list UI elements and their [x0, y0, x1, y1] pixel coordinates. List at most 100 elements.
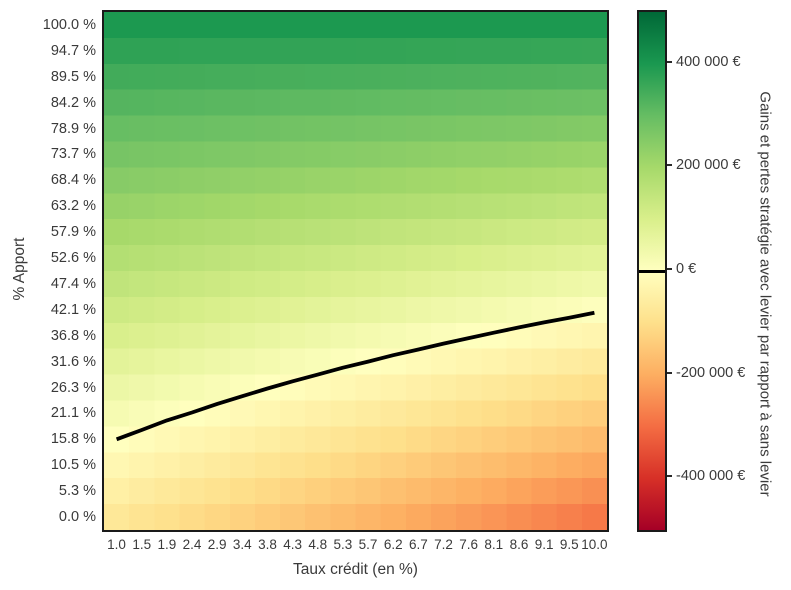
heatmap-cell — [405, 426, 432, 453]
heatmap-cell — [481, 115, 507, 142]
heatmap-cell — [556, 478, 583, 505]
heatmap-cell — [330, 426, 356, 453]
heatmap-cell — [330, 271, 356, 298]
heatmap-cell — [179, 322, 206, 350]
heatmap-cell — [129, 400, 155, 427]
heatmap-cell — [330, 115, 356, 142]
heatmap-cell — [229, 167, 256, 194]
heatmap-cell — [254, 63, 281, 91]
heatmap-cell — [204, 348, 231, 376]
heatmap-cell — [556, 89, 583, 117]
heatmap-cell — [481, 504, 507, 530]
heatmap-cell — [305, 193, 331, 220]
heatmap-cell — [179, 115, 206, 142]
heatmap-cell — [129, 271, 155, 298]
heatmap-cell — [380, 115, 407, 142]
heatmap-cell — [531, 193, 558, 220]
heatmap-cell — [355, 37, 382, 65]
heatmap-cell — [405, 115, 432, 142]
heatmap-cell — [405, 219, 432, 246]
heatmap-cell — [456, 115, 482, 142]
heatmap-cell — [481, 63, 507, 91]
heatmap-cell — [179, 504, 206, 530]
y-tick-label: 94.7 % — [50, 42, 96, 59]
heatmap-cell — [129, 63, 155, 91]
y-tick-label: 68.4 % — [50, 172, 96, 189]
heatmap-cell — [280, 452, 306, 479]
heatmap-cell — [154, 12, 180, 39]
heatmap-cell — [380, 296, 407, 324]
x-tick-label: 5.7 — [358, 537, 378, 552]
colorbar-title: Gains et pertes stratégie avec levier pa… — [756, 91, 774, 497]
heatmap-cell — [280, 115, 306, 142]
heatmap-cell — [104, 219, 130, 246]
heatmap-cell — [280, 63, 306, 91]
heatmap-cell — [531, 426, 558, 453]
heatmap-cell — [405, 271, 432, 298]
colorbar-tick-label: -400 000 € — [676, 468, 746, 485]
heatmap-cell — [229, 348, 256, 376]
y-tick-label: 89.5 % — [50, 68, 96, 85]
heatmap-cell — [129, 219, 155, 246]
heatmap-cell — [506, 426, 533, 453]
x-tick-label: 8.6 — [509, 537, 529, 552]
x-tick-label: 1.9 — [157, 537, 177, 552]
heatmap-cell — [456, 219, 482, 246]
heatmap-cell — [104, 400, 130, 427]
heatmap-cell — [355, 426, 382, 453]
heatmap-cell — [229, 296, 256, 324]
heatmap-cell — [305, 374, 331, 401]
heatmap-cell — [355, 193, 382, 220]
heatmap-cell — [556, 12, 583, 39]
heatmap-cell — [254, 167, 281, 194]
heatmap-cell — [481, 348, 507, 376]
heatmap-cell — [355, 296, 382, 324]
x-tick-label: 10.0 — [581, 537, 608, 552]
heatmap-cell — [380, 271, 407, 298]
heatmap-cell — [229, 400, 256, 427]
heatmap-cell — [129, 167, 155, 194]
y-tick-label: 57.9 % — [50, 224, 96, 241]
heatmap-cell — [104, 322, 130, 350]
heatmap-cell — [481, 37, 507, 65]
heatmap-cell — [305, 271, 331, 298]
heatmap-cell — [456, 193, 482, 220]
heatmap-cell — [355, 12, 382, 39]
heatmap-cell — [430, 63, 457, 91]
heatmap-cell — [581, 193, 607, 220]
y-tick-label: 63.2 % — [50, 198, 96, 215]
heatmap-cell — [204, 452, 231, 479]
heatmap-cell — [154, 141, 180, 168]
heatmap-cell — [229, 271, 256, 298]
heatmap-cell — [581, 167, 607, 194]
heatmap-cell — [179, 219, 206, 246]
heatmap-cell — [581, 219, 607, 246]
heatmap-cell — [204, 296, 231, 324]
heatmap-cell — [254, 478, 281, 505]
heatmap-cell — [556, 271, 583, 298]
heatmap-cell — [380, 141, 407, 168]
heatmap-cell — [430, 245, 457, 272]
heatmap-cell — [154, 322, 180, 350]
y-tick-label: 0.0 % — [58, 509, 96, 526]
heatmap-cell — [556, 245, 583, 272]
heatmap-cell — [280, 271, 306, 298]
colorbar-tick-label: 0 € — [676, 261, 697, 277]
heatmap-cell — [254, 504, 281, 530]
heatmap-cell — [179, 12, 206, 39]
heatmap-cell — [556, 452, 583, 479]
heatmap-cell — [179, 63, 206, 91]
heatmap-cell — [506, 115, 533, 142]
heatmap-cell — [430, 348, 457, 376]
heatmap-cell — [506, 504, 533, 530]
heatmap-cell — [430, 219, 457, 246]
heatmap-cell — [456, 167, 482, 194]
heatmap-cell — [355, 322, 382, 350]
heatmap-cell — [456, 400, 482, 427]
heatmap-cell — [481, 245, 507, 272]
heatmap-cell — [330, 37, 356, 65]
heatmap-cell — [280, 37, 306, 65]
colorbar-tick-label: 200 000 € — [676, 157, 741, 174]
heatmap-cell — [355, 63, 382, 91]
heatmap-cell — [430, 374, 457, 401]
